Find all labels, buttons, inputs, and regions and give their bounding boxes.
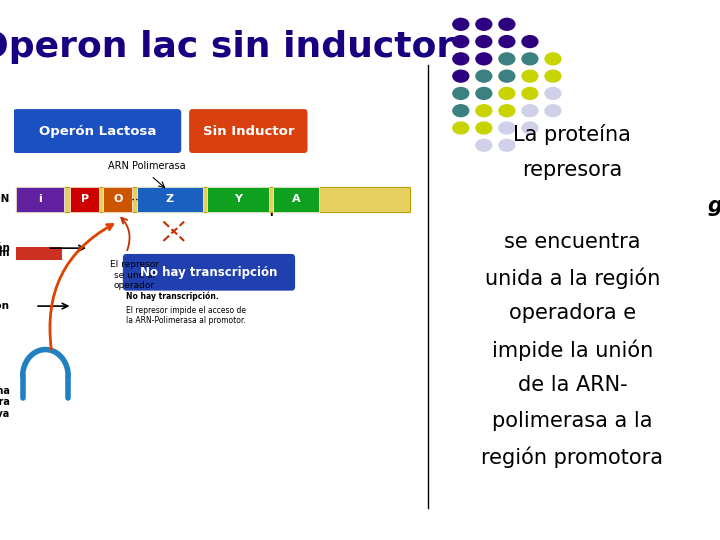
Text: Traducción: Traducción — [0, 301, 10, 311]
Text: producto del: producto del — [269, 196, 408, 216]
Text: O: O — [113, 194, 122, 204]
Text: La proteína: La proteína — [513, 124, 631, 145]
Circle shape — [499, 70, 515, 82]
Text: Z: Z — [166, 194, 174, 204]
Circle shape — [499, 36, 515, 48]
Circle shape — [522, 105, 538, 117]
FancyBboxPatch shape — [123, 254, 295, 291]
Text: No hay transcripción: No hay transcripción — [140, 266, 278, 279]
Circle shape — [499, 18, 515, 30]
Circle shape — [522, 53, 538, 65]
Circle shape — [499, 105, 515, 117]
Circle shape — [522, 122, 538, 134]
Text: El represor impide el acceso de
la ARN-Polimerasa al promotor.: El represor impide el acceso de la ARN-P… — [126, 306, 246, 326]
Text: i: i — [38, 194, 42, 204]
Text: ARNm: ARNm — [0, 248, 10, 259]
Text: Proteína
represora
activa: Proteína represora activa — [0, 386, 10, 419]
Circle shape — [453, 70, 469, 82]
Text: de la ARN-: de la ARN- — [518, 375, 627, 395]
Circle shape — [476, 18, 492, 30]
Text: Operon lac sin inductor: Operon lac sin inductor — [0, 30, 454, 64]
Bar — [104, 187, 132, 212]
Text: unida a la región: unida a la región — [485, 267, 660, 289]
Text: Y: Y — [234, 194, 242, 204]
Text: se encuentra: se encuentra — [504, 232, 641, 252]
Text: operadora e: operadora e — [509, 303, 636, 323]
Circle shape — [545, 53, 561, 65]
Text: región promotora: región promotora — [482, 447, 663, 468]
Circle shape — [499, 53, 515, 65]
Circle shape — [476, 105, 492, 117]
Circle shape — [522, 87, 538, 99]
Text: No hay transcripción.: No hay transcripción. — [126, 292, 219, 301]
Circle shape — [476, 122, 492, 134]
Circle shape — [476, 36, 492, 48]
Text: represora: represora — [522, 160, 623, 180]
Circle shape — [453, 122, 469, 134]
Circle shape — [499, 139, 515, 151]
Bar — [161, 187, 172, 198]
Circle shape — [453, 36, 469, 48]
Bar — [137, 187, 203, 212]
Circle shape — [545, 70, 561, 82]
Bar — [273, 187, 319, 212]
Text: Operón Lactosa: Operón Lactosa — [38, 125, 156, 138]
Circle shape — [545, 87, 561, 99]
Circle shape — [499, 87, 515, 99]
Circle shape — [453, 53, 469, 65]
Bar — [71, 187, 99, 212]
Text: gen: gen — [707, 196, 720, 216]
Text: polimerasa a la: polimerasa a la — [492, 410, 652, 430]
Circle shape — [453, 87, 469, 99]
FancyBboxPatch shape — [13, 109, 181, 153]
Circle shape — [476, 139, 492, 151]
Text: ARN Polimerasa: ARN Polimerasa — [108, 161, 186, 171]
Circle shape — [545, 105, 561, 117]
Text: ADN: ADN — [0, 194, 10, 204]
Circle shape — [476, 53, 492, 65]
Bar — [17, 247, 62, 260]
Bar — [207, 187, 269, 212]
Text: impide la unión: impide la unión — [492, 339, 653, 361]
Text: Transcripción: Transcripción — [0, 243, 10, 253]
Bar — [17, 187, 64, 212]
Circle shape — [453, 105, 469, 117]
Text: P: P — [81, 194, 89, 204]
Circle shape — [522, 36, 538, 48]
Text: El represor
se une al
operador: El represor se une al operador — [110, 260, 159, 290]
Circle shape — [453, 18, 469, 30]
FancyBboxPatch shape — [189, 109, 307, 153]
Circle shape — [499, 122, 515, 134]
Bar — [17, 187, 410, 212]
Circle shape — [522, 70, 538, 82]
Circle shape — [476, 87, 492, 99]
Text: Sin Inductor: Sin Inductor — [202, 125, 294, 138]
Text: A: A — [292, 194, 300, 204]
Circle shape — [476, 70, 492, 82]
